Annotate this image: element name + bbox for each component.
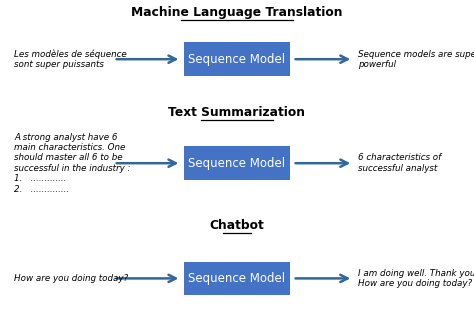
FancyBboxPatch shape [184, 43, 290, 76]
Text: Sequence Model: Sequence Model [189, 272, 285, 285]
Text: Les modèles de séquence
sont super puissants: Les modèles de séquence sont super puiss… [14, 49, 127, 69]
Text: Chatbot: Chatbot [210, 219, 264, 232]
Text: Sequence Model: Sequence Model [189, 53, 285, 66]
Text: Sequence Model: Sequence Model [189, 157, 285, 170]
Text: 6 characteristics of
successful analyst: 6 characteristics of successful analyst [358, 154, 441, 173]
Text: Sequence models are super
powerful: Sequence models are super powerful [358, 50, 474, 69]
Text: A strong analyst have 6
main characteristics. One
should master all 6 to be
succ: A strong analyst have 6 main characteris… [14, 133, 131, 194]
FancyBboxPatch shape [184, 262, 290, 295]
FancyBboxPatch shape [184, 147, 290, 180]
Text: I am doing well. Thank you.
How are you doing today?: I am doing well. Thank you. How are you … [358, 269, 474, 288]
Text: Text Summarization: Text Summarization [168, 106, 306, 119]
Text: Machine Language Translation: Machine Language Translation [131, 6, 343, 19]
Text: How are you doing today?: How are you doing today? [14, 274, 128, 283]
